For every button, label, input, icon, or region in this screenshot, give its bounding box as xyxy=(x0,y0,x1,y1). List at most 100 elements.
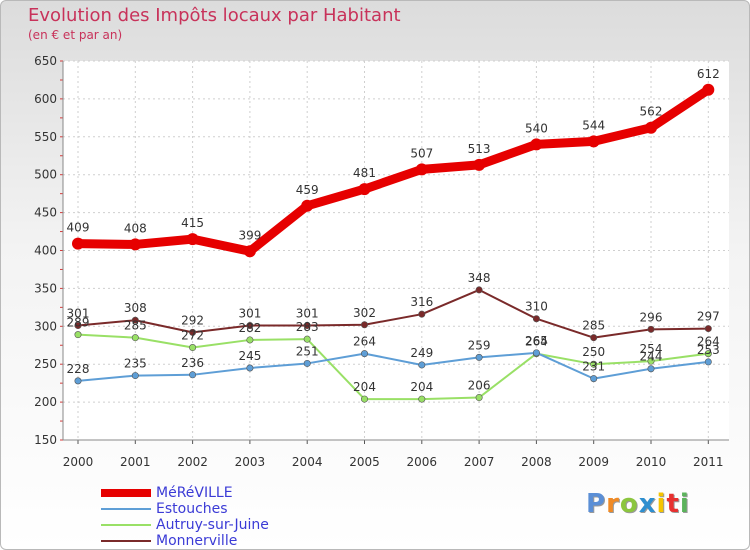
data-label: 264 xyxy=(697,335,720,349)
logo-letter: x xyxy=(638,489,657,519)
logo-letter: o xyxy=(619,489,639,519)
y-tick-label: 200 xyxy=(34,395,57,409)
series-line-0 xyxy=(73,85,713,256)
proxiti-logo: Proxiti xyxy=(586,489,690,519)
data-point xyxy=(532,315,540,323)
data-point xyxy=(645,121,657,134)
data-point xyxy=(473,158,486,171)
data-point xyxy=(131,316,139,324)
y-tick-label: 500 xyxy=(34,168,57,182)
data-label: 481 xyxy=(353,166,376,180)
data-point xyxy=(647,357,655,365)
legend-swatch xyxy=(101,540,151,542)
chart-subtitle: (en € et par an) xyxy=(28,28,123,42)
data-point xyxy=(360,321,368,329)
data-point xyxy=(530,138,543,151)
data-point xyxy=(590,375,598,383)
data-label: 251 xyxy=(296,344,319,358)
data-label: 301 xyxy=(67,307,90,321)
data-point xyxy=(590,334,598,342)
data-point xyxy=(303,335,311,343)
data-point xyxy=(243,245,256,258)
data-label: 265 xyxy=(525,334,548,348)
x-tick-label: 2003 xyxy=(235,455,266,469)
data-point xyxy=(702,83,715,96)
x-tick-label: 2005 xyxy=(349,455,380,469)
data-point xyxy=(303,322,311,330)
data-point xyxy=(189,371,197,379)
data-label: 259 xyxy=(468,338,491,352)
x-tick-label: 2009 xyxy=(578,455,609,469)
y-tick-label: 550 xyxy=(34,130,57,144)
data-point xyxy=(301,199,314,212)
data-point xyxy=(131,372,139,380)
data-point xyxy=(72,237,84,250)
data-label: 310 xyxy=(525,300,548,314)
legend-swatch xyxy=(101,489,151,497)
series-line-1 xyxy=(77,351,710,382)
logo-letter: i xyxy=(656,489,667,519)
data-point xyxy=(475,394,483,402)
data-point xyxy=(415,163,428,176)
data-label: 285 xyxy=(582,319,605,333)
data-point xyxy=(131,334,139,342)
data-label: 301 xyxy=(296,307,319,321)
data-point xyxy=(704,358,712,366)
data-label: 507 xyxy=(410,146,433,160)
series-line-2 xyxy=(77,333,710,401)
data-label: 348 xyxy=(468,271,491,285)
chart-title: Evolution des Impôts locaux par Habitant xyxy=(28,5,401,26)
data-point xyxy=(647,325,655,333)
data-label: 272 xyxy=(181,329,204,343)
data-label: 250 xyxy=(582,345,605,359)
data-label: 231 xyxy=(582,360,605,374)
data-point xyxy=(358,183,371,196)
data-point xyxy=(587,135,600,148)
logo-letter: i xyxy=(679,489,690,519)
y-tick-label: 600 xyxy=(34,92,57,106)
x-tick-label: 2002 xyxy=(177,455,208,469)
data-label: 204 xyxy=(410,380,433,394)
data-point xyxy=(360,350,368,358)
logo-letter: P xyxy=(586,489,607,519)
data-point xyxy=(74,331,82,339)
data-label: 283 xyxy=(296,320,319,334)
data-label: 244 xyxy=(640,350,663,364)
data-point xyxy=(475,286,483,294)
data-label: 285 xyxy=(124,319,147,333)
x-tick-label: 2011 xyxy=(693,455,724,469)
data-point xyxy=(418,361,426,369)
data-label: 235 xyxy=(124,357,147,371)
logo-letter: r xyxy=(606,489,620,519)
legend-label: Autruy-sur-Juine xyxy=(156,517,269,533)
x-tick-label: 2007 xyxy=(464,455,495,469)
data-point xyxy=(189,344,197,352)
logo-letter: t xyxy=(666,489,680,519)
data-label: 204 xyxy=(353,380,376,394)
x-tick-label: 2000 xyxy=(63,455,94,469)
y-tick-label: 350 xyxy=(34,281,57,295)
x-tick-label: 2001 xyxy=(120,455,151,469)
data-label: 297 xyxy=(697,310,720,324)
data-label: 540 xyxy=(525,121,548,135)
legend-label: Estouches xyxy=(156,501,228,517)
data-label: 399 xyxy=(238,228,261,242)
y-tick-label: 300 xyxy=(34,319,57,333)
data-point xyxy=(303,359,311,367)
data-label: 245 xyxy=(238,349,261,363)
data-label: 513 xyxy=(468,142,491,156)
legend-swatch xyxy=(101,508,151,510)
data-label: 302 xyxy=(353,306,376,320)
data-label: 249 xyxy=(410,346,433,360)
y-tick-label: 250 xyxy=(34,357,57,371)
data-point xyxy=(418,395,426,403)
data-label: 282 xyxy=(238,321,261,335)
data-label: 254 xyxy=(640,342,663,356)
data-label: 308 xyxy=(124,301,147,315)
data-point xyxy=(246,364,254,372)
data-point xyxy=(246,322,254,330)
data-label: 612 xyxy=(697,67,720,81)
legend-swatch xyxy=(101,524,151,526)
data-point xyxy=(475,353,483,361)
